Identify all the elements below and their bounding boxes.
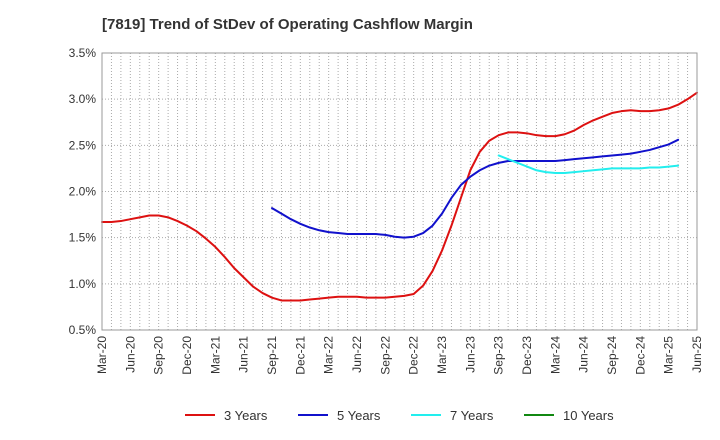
x-tick-label: Dec-21 (293, 336, 307, 375)
series-lines (101, 91, 698, 302)
x-tick-label: Sep-23 (492, 336, 506, 375)
x-tick-label: Sep-24 (605, 336, 619, 375)
series-line (271, 138, 680, 239)
x-tick-label: Dec-24 (633, 336, 647, 375)
series-line (101, 91, 698, 302)
y-tick-label: 1.0% (69, 277, 97, 291)
y-tick-label: 2.5% (69, 138, 97, 152)
x-tick-label: Sep-20 (152, 336, 166, 375)
x-tick-label: Jun-21 (237, 336, 251, 373)
y-axis: 0.5% 1.0% 1.5% 2.0% 2.5% 3.0% 3.5% (69, 46, 97, 337)
legend: 3 Years 5 Years 7 Years 10 Years (185, 408, 614, 423)
grid (102, 53, 697, 330)
legend-label: 10 Years (563, 408, 614, 423)
y-tick-label: 1.5% (69, 231, 97, 245)
y-tick-label: 3.0% (69, 92, 97, 106)
series-line (497, 154, 680, 175)
legend-label: 5 Years (337, 408, 381, 423)
x-tick-label: Dec-22 (407, 336, 421, 375)
x-tick-label: Mar-21 (208, 336, 222, 374)
x-axis: Mar-20 Jun-20 Sep-20 Dec-20 Mar-21 Jun-21 Sep-… (95, 336, 704, 375)
x-tick-label: Mar-25 (662, 336, 676, 374)
x-tick-label: Jun-22 (350, 336, 364, 373)
x-tick-label: Mar-23 (435, 336, 449, 374)
x-tick-label: Sep-22 (378, 336, 392, 375)
x-tick-label: Jun-23 (463, 336, 477, 373)
x-tick-label: Dec-20 (180, 336, 194, 375)
y-tick-label: 0.5% (69, 323, 97, 337)
plot-area-border (101, 52, 698, 331)
x-tick-label: Dec-23 (520, 336, 534, 375)
x-tick-label: Jun-20 (123, 336, 137, 373)
x-tick-label: Jun-24 (577, 336, 591, 373)
x-tick-label: Mar-20 (95, 336, 109, 374)
x-tick-label: Jun-25 (690, 336, 704, 373)
legend-label: 3 Years (224, 408, 268, 423)
x-tick-label: Mar-22 (322, 336, 336, 374)
legend-label: 7 Years (450, 408, 494, 423)
y-tick-label: 3.5% (69, 46, 97, 60)
x-tick-label: Mar-24 (548, 336, 562, 374)
y-tick-label: 2.0% (69, 185, 97, 199)
x-tick-label: Sep-21 (265, 336, 279, 375)
chart-title: [7819] Trend of StDev of Operating Cashf… (102, 16, 473, 33)
